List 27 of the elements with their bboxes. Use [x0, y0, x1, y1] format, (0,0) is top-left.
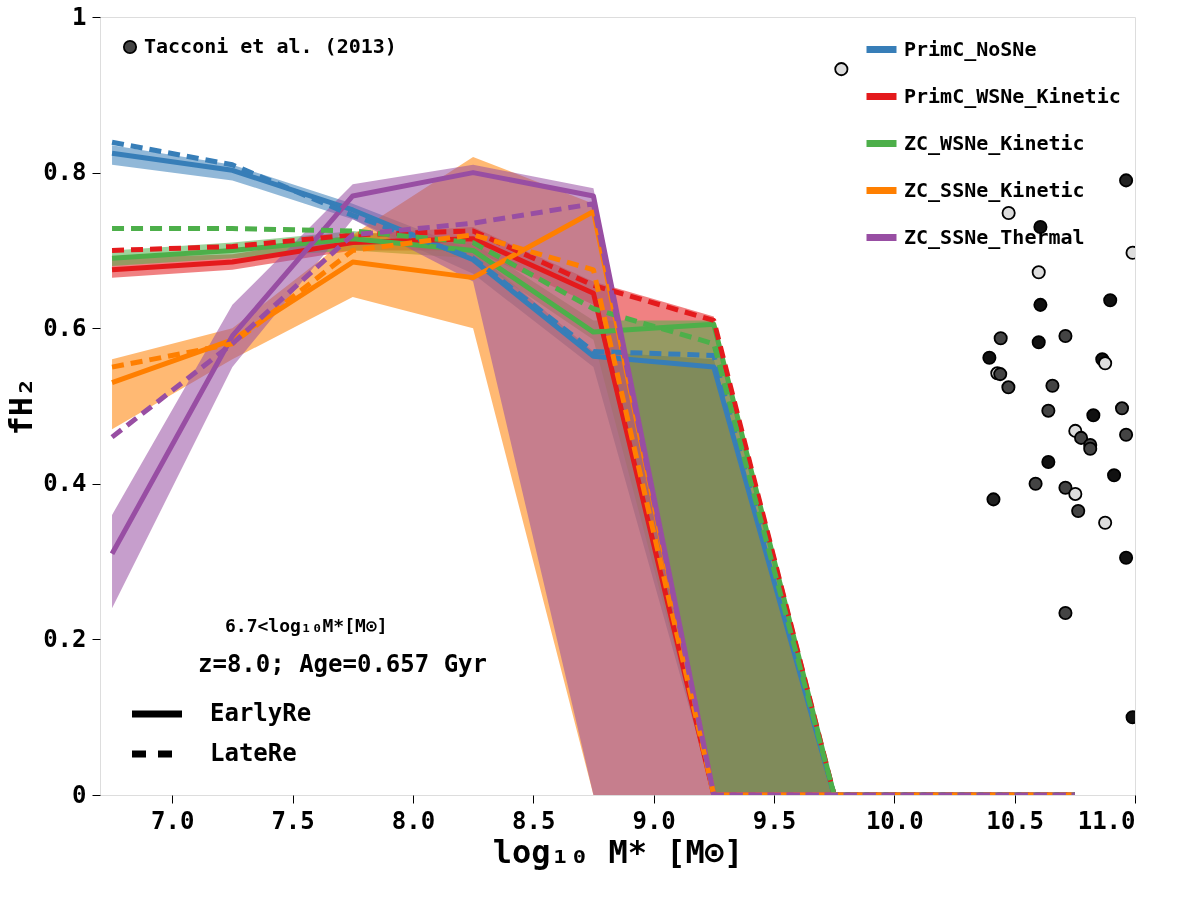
legend-label: PrimC_NoSNe [904, 36, 1037, 61]
x-tick-label: 10.0 [865, 806, 924, 835]
x-tick-label: 10.5 [986, 806, 1045, 835]
x-tick-label: 9.5 [752, 806, 797, 835]
y-axis-title: fH₂ [2, 377, 41, 436]
legend-label: Tacconi et al. (2013) [144, 34, 397, 58]
y-tick-label: 0.4 [43, 469, 87, 498]
x-tick-label: 7.0 [151, 806, 195, 835]
annotation: 6.7<log₁₀M*[M⊙] [225, 615, 388, 636]
x-tick-label: 8.5 [512, 806, 556, 835]
legend-label: ZC_SSNe_Thermal [904, 224, 1085, 249]
annotation: z=8.0; Age=0.657 Gyr [198, 650, 487, 678]
x-tick-label: 8.0 [391, 806, 436, 835]
y-tick-label: 0.2 [43, 624, 87, 653]
x-axis-title: log₁₀ M* [M⊙] [492, 832, 744, 871]
legend-label: ZC_SSNe_Kinetic [904, 177, 1085, 202]
x-tick-label: 7.5 [271, 806, 315, 835]
legend-label: ZC_WSNe_Kinetic [904, 130, 1085, 155]
y-tick-label: 0 [72, 780, 87, 809]
legend-label: PrimC_WSNe_Kinetic [904, 83, 1121, 108]
y-tick-label: 0.8 [43, 158, 87, 187]
annotation: LateRe [210, 739, 297, 767]
y-tick-label: 0.6 [43, 313, 87, 342]
x-tick-label: 11.0 [1077, 806, 1136, 835]
y-tick-label: 1 [72, 2, 87, 31]
annotation: EarlyRe [210, 699, 312, 727]
x-tick-label: 9.0 [632, 806, 676, 835]
